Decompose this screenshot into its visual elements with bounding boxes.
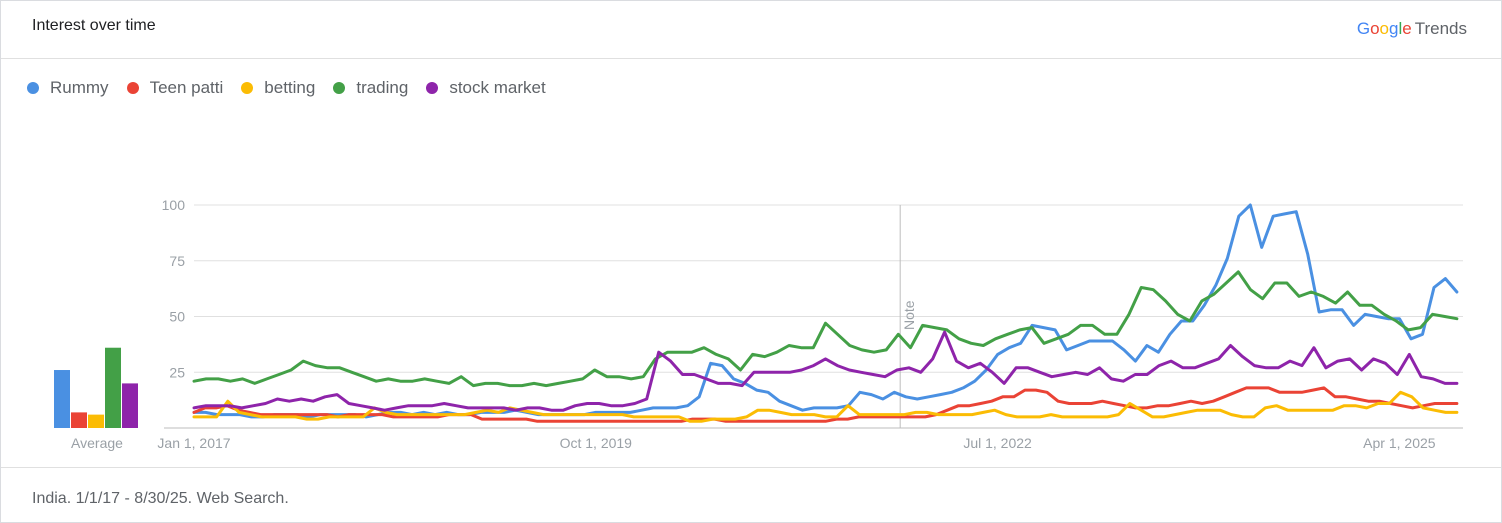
card-footer: India. 1/1/17 - 8/30/25. Web Search. [1,467,1501,523]
y-tick-label: 25 [169,364,185,380]
x-tick-label: Apr 1, 2025 [1363,435,1436,451]
google-wordmark: Google [1357,19,1412,38]
y-tick-label: 50 [169,309,185,325]
series-line-stock-market [194,332,1457,410]
card-header: Interest over time Google Trends [1,1,1501,59]
y-tick-label: 75 [169,253,185,269]
average-bar-teen-patti [71,412,87,428]
series-line-rummy [194,205,1457,417]
footer-caption: India. 1/1/17 - 8/30/25. Web Search. [32,490,289,508]
average-bar-rummy [54,370,70,428]
chart-area: 25 50 75 100 Jan 1, 2017 Oct 1, 2019 Jul 1, 20… [1,58,1501,468]
x-tick-label: Jan 1, 2017 [157,435,230,451]
y-tick-label: 100 [162,197,186,213]
average-bar-trading [105,348,121,428]
average-bar-stock-market [122,383,138,428]
average-bar-betting [88,415,104,428]
x-tick-label: Jul 1, 2022 [963,435,1032,451]
average-label: Average [71,435,123,451]
card-title: Interest over time [32,17,156,35]
x-tick-label: Oct 1, 2019 [560,435,633,451]
trends-wordmark: Trends [1415,19,1467,38]
note-label: Note [901,300,917,330]
google-trends-logo: Google Trends [1357,19,1467,39]
